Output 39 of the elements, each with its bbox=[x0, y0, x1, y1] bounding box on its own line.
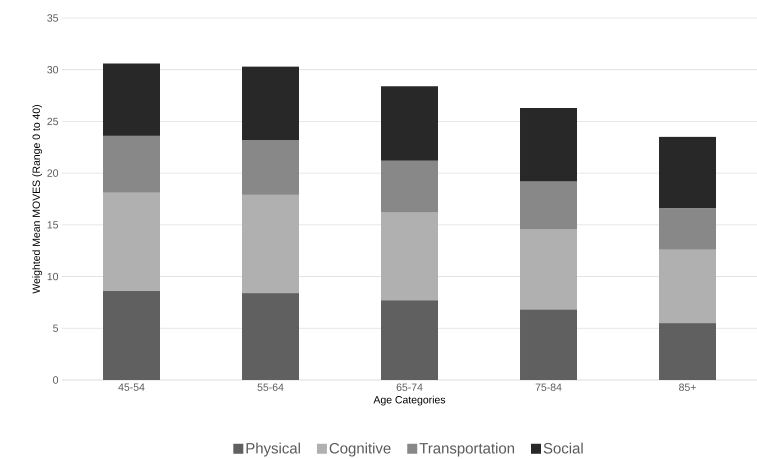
bar bbox=[520, 181, 578, 229]
bar bbox=[659, 323, 716, 380]
bar bbox=[242, 66, 300, 140]
x-tick-label: 55-64 bbox=[258, 384, 284, 391]
y-axis-title: Weighted Mean MOVES (Range 0 to 40) bbox=[32, 104, 42, 294]
x-tick-label: 45-54 bbox=[118, 384, 145, 391]
x-tick-label: 75-84 bbox=[536, 384, 562, 391]
bar bbox=[242, 140, 300, 195]
bar bbox=[520, 108, 578, 182]
y-tick-label: 5 bbox=[53, 324, 58, 332]
y-tick-label: 15 bbox=[48, 221, 58, 228]
bar bbox=[520, 310, 578, 380]
y-tick-label: 0 bbox=[53, 376, 58, 384]
bar bbox=[381, 160, 438, 212]
bar bbox=[103, 192, 160, 292]
y-tick-label: 30 bbox=[47, 66, 58, 74]
bar bbox=[103, 136, 160, 193]
legend-label: Cognitive bbox=[330, 442, 391, 457]
bar bbox=[659, 250, 716, 324]
bar bbox=[242, 293, 300, 380]
y-tick-label: 35 bbox=[47, 14, 58, 22]
y-tick-label: 10 bbox=[48, 272, 58, 280]
bar bbox=[381, 86, 438, 161]
legend-label: Social bbox=[544, 442, 583, 454]
bar bbox=[242, 194, 300, 294]
bar bbox=[381, 212, 438, 300]
y-tick-label: 20 bbox=[47, 169, 58, 177]
legend-label: Physical bbox=[246, 442, 300, 457]
bar bbox=[103, 291, 160, 380]
bar bbox=[381, 300, 438, 380]
x-tick-label: 65-74 bbox=[396, 384, 423, 391]
bar bbox=[520, 228, 578, 310]
bar bbox=[659, 208, 716, 250]
bar bbox=[659, 136, 716, 208]
x-axis-title: Age Categories bbox=[373, 396, 446, 406]
legend-label: Transportation bbox=[420, 442, 514, 457]
y-tick-label: 25 bbox=[47, 118, 58, 126]
bar bbox=[103, 63, 160, 136]
x-tick-label: 85+ bbox=[679, 384, 696, 391]
